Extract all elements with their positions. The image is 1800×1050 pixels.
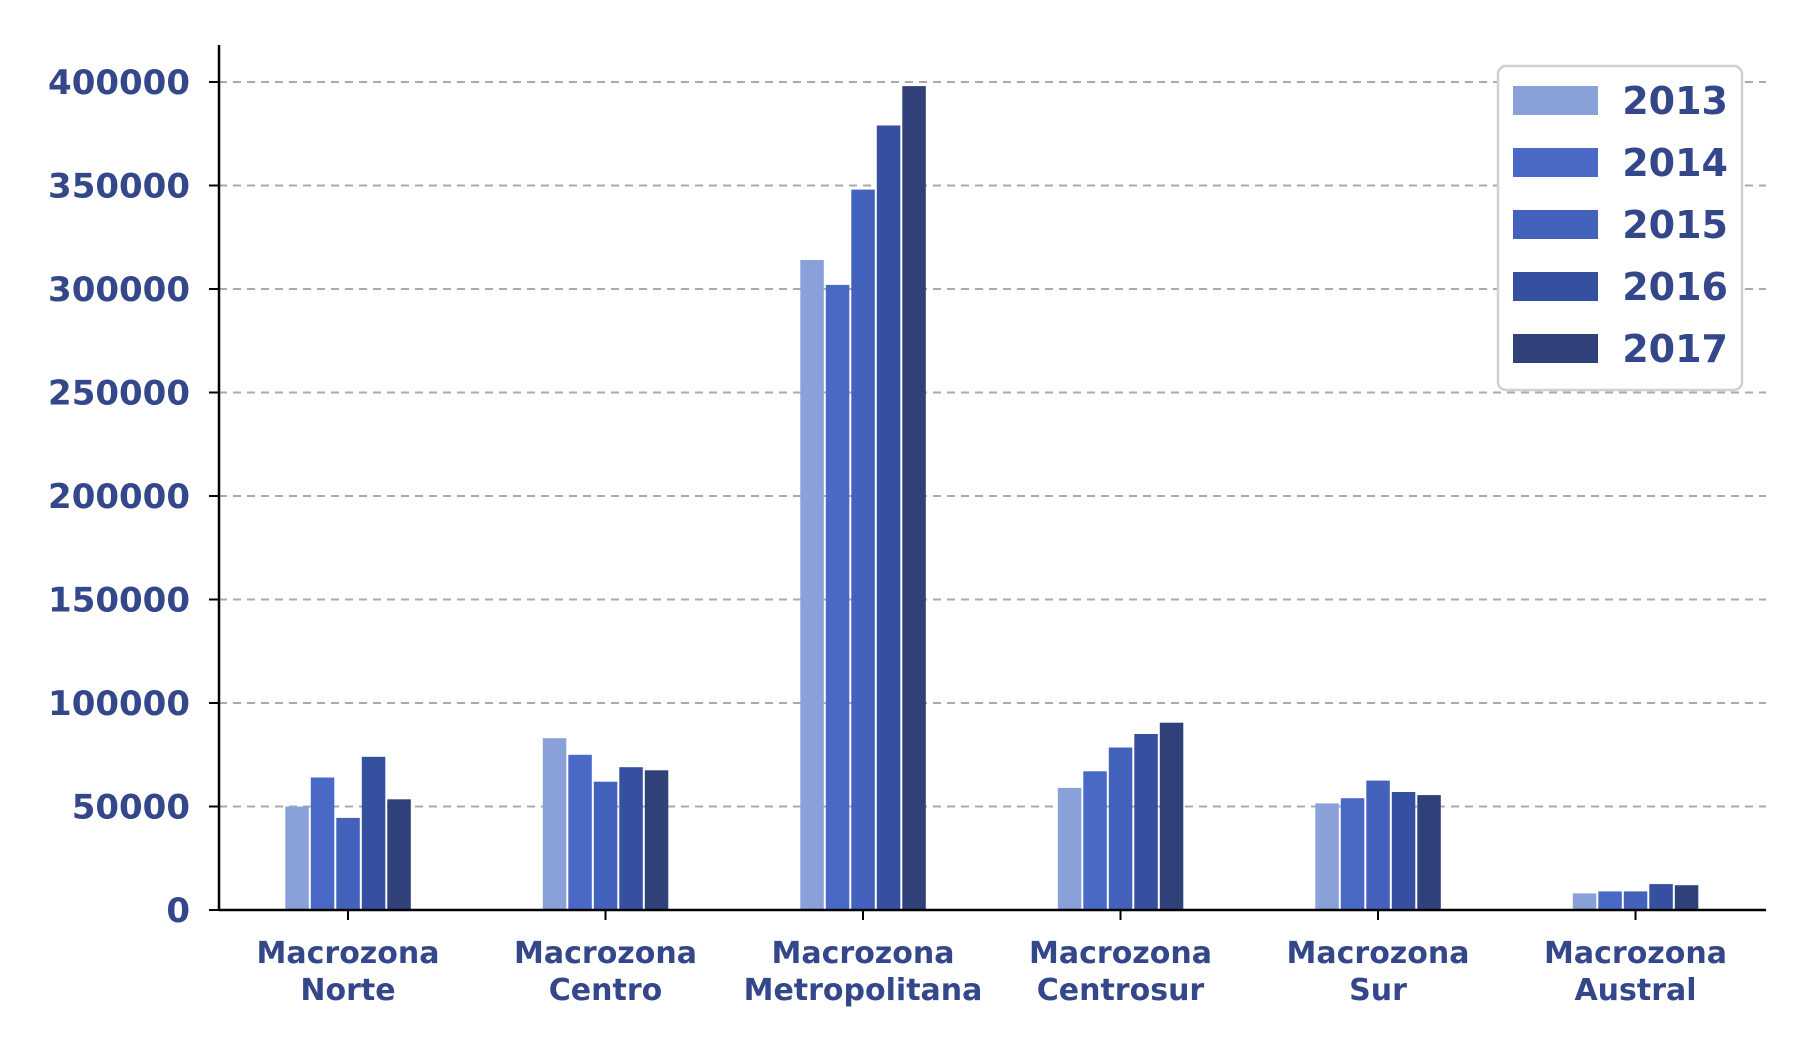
bar-2014-cat-4 (1340, 798, 1365, 910)
bar-2015-cat-3 (1108, 747, 1133, 910)
x-tick-label: Austral (1574, 973, 1696, 1008)
bar-2015-cat-1 (593, 781, 618, 910)
bar-2017-cat-3 (1159, 722, 1184, 910)
x-tick-label: Macrozona (1029, 936, 1212, 971)
y-tick-label: 200000 (48, 477, 190, 517)
bar-2017-cat-4 (1417, 795, 1441, 910)
x-tick-label: Macrozona (772, 936, 955, 971)
legend: 2013 2014 2015 2016 2017 (1496, 64, 1744, 392)
y-tick-label: 350000 (48, 167, 190, 207)
x-tick-label: Norte (300, 973, 395, 1008)
bar-2013-cat-0 (285, 806, 309, 910)
x-tick-label: Macrozona (514, 936, 697, 971)
legend-swatch-2016 (1513, 272, 1598, 301)
x-tick-label: Macrozona (257, 936, 440, 971)
bar-2017-cat-2 (902, 86, 926, 911)
bar-2015-cat-0 (336, 817, 360, 910)
y-tick-label: 150000 (48, 581, 190, 621)
y-tick-label: 400000 (48, 63, 190, 103)
y-tick-label: 50000 (72, 788, 190, 828)
x-tick-label: Macrozona (1287, 936, 1470, 971)
bar-2014-cat-0 (310, 777, 335, 910)
bar-2013-cat-1 (542, 738, 567, 910)
legend-label-2016: 2016 (1622, 265, 1728, 309)
legend-swatch-2014 (1513, 148, 1598, 177)
bar-2014-cat-2 (825, 284, 850, 910)
legend-label-2017: 2017 (1622, 327, 1728, 371)
y-tick-label: 250000 (48, 374, 190, 414)
bar-2017-cat-0 (387, 799, 411, 910)
bar-2013-cat-2 (800, 260, 824, 910)
bar-2016-cat-1 (619, 767, 643, 910)
y-tick-labels: 0 50000 100000 150000 200000 250000 300000 3500… (48, 63, 219, 931)
x-tick-labels: MacrozonaNorteMacrozonaCentroMacrozonaMe… (257, 910, 1727, 1008)
legend-label-2015: 2015 (1622, 203, 1728, 247)
bar-2015-cat-4 (1366, 780, 1390, 910)
bar-2014-cat-3 (1083, 771, 1107, 910)
legend-label-2013: 2013 (1622, 79, 1728, 123)
y-tick-label: 300000 (48, 270, 190, 310)
bar-2013-cat-5 (1572, 893, 1597, 910)
grid-lines (219, 81, 1766, 808)
axes (217, 45, 1766, 912)
legend-label-2014: 2014 (1622, 141, 1728, 185)
bar-2016-cat-0 (361, 756, 386, 910)
bar-2014-cat-5 (1598, 891, 1622, 910)
legend-swatch-2013 (1513, 86, 1598, 115)
x-tick-label: Sur (1349, 973, 1407, 1008)
x-tick-label: Centrosur (1037, 973, 1205, 1008)
legend-swatch-2017 (1513, 334, 1598, 363)
bar-2015-cat-5 (1623, 891, 1648, 910)
bar-2014-cat-1 (568, 754, 592, 911)
legend-frame (1496, 64, 1744, 392)
y-tick-label: 0 (166, 891, 190, 931)
bar-2013-cat-3 (1057, 787, 1082, 910)
y-tick-label: 100000 (48, 684, 190, 724)
x-tick-label: Centro (549, 973, 662, 1008)
bar-2015-cat-2 (851, 189, 875, 911)
bar-2016-cat-2 (876, 125, 901, 910)
bar-2013-cat-4 (1315, 803, 1339, 910)
x-tick-label: Metropolitana (744, 973, 983, 1008)
bar-2016-cat-5 (1649, 884, 1673, 910)
bar-2017-cat-1 (644, 770, 669, 910)
legend-swatch-2015 (1513, 210, 1598, 239)
x-tick-label: Macrozona (1544, 936, 1727, 971)
bar-2016-cat-3 (1134, 734, 1158, 910)
bars (285, 86, 1699, 911)
bar-2016-cat-4 (1391, 792, 1416, 910)
bar-2017-cat-5 (1674, 885, 1699, 910)
